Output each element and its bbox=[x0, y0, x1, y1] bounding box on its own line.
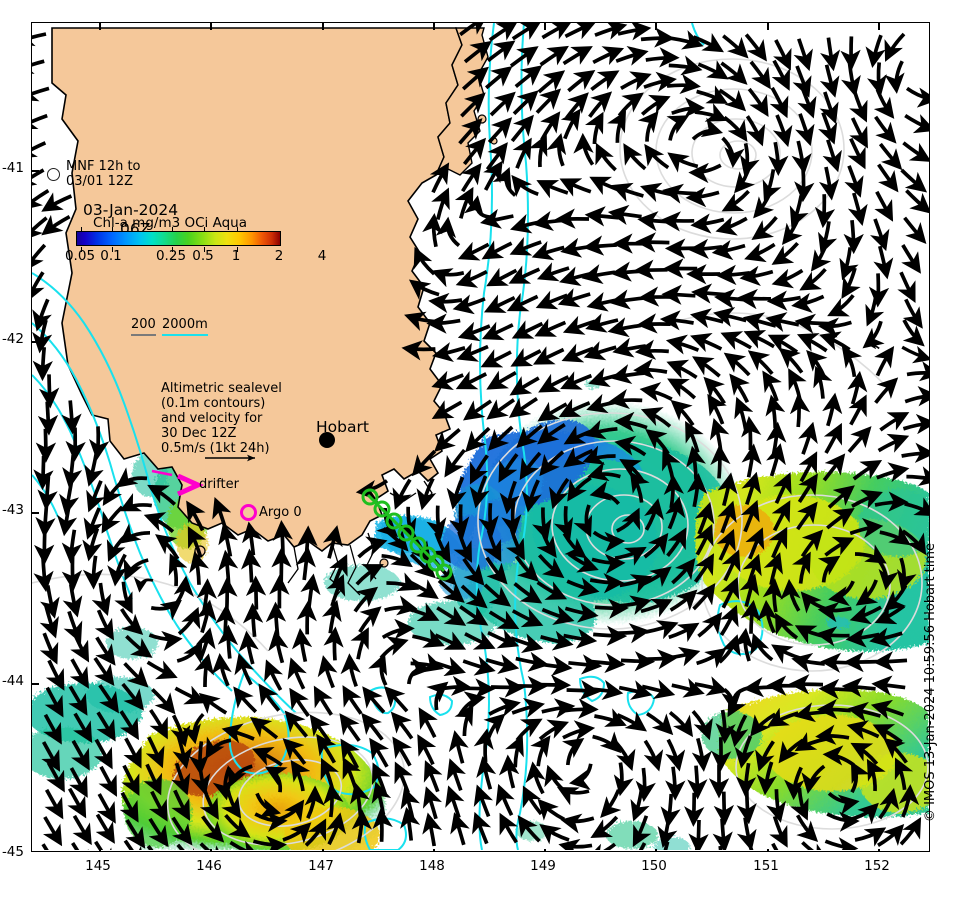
colorbar-tick: 0.05 bbox=[64, 248, 96, 264]
colorbar-title: Chl-a mg/m3 OCi Aqua bbox=[93, 215, 247, 231]
altimetry-line1: Altimetric sealevel bbox=[161, 381, 282, 396]
x-tick-label: 149 bbox=[530, 858, 556, 874]
y-tick-label: -42 bbox=[1, 331, 24, 347]
altimetry-line2: (0.1m contours) bbox=[161, 396, 266, 411]
mnf-ship-track bbox=[361, 488, 453, 581]
colorbar-gradient[interactable] bbox=[76, 227, 281, 252]
x-tick-label: 151 bbox=[753, 858, 779, 874]
map-plot-frame[interactable] bbox=[31, 22, 930, 852]
y-tick-label: -45 bbox=[1, 844, 24, 860]
altimetry-line3: and velocity for bbox=[161, 411, 263, 426]
colorbar-tick-labels: 0.05 0.1 0.25 0.5 1 2 4 bbox=[46, 248, 326, 264]
x-tick-label: 146 bbox=[196, 858, 222, 874]
x-tick-label: 152 bbox=[864, 858, 890, 874]
date-label: 03-Jan-2024 bbox=[83, 201, 179, 219]
x-tick-label: 150 bbox=[641, 858, 667, 874]
altimetry-line5: 0.5m/s (1kt 24h) bbox=[161, 441, 270, 456]
hobart-marker bbox=[319, 432, 335, 448]
y-tick-label: -41 bbox=[1, 160, 24, 176]
hobart-label: Hobart bbox=[316, 418, 369, 436]
drifter-label: drifter bbox=[199, 477, 239, 492]
mnf-marker-icon bbox=[47, 168, 60, 181]
drifter-track bbox=[151, 469, 173, 477]
colorbar-tick: 2 bbox=[274, 248, 284, 264]
depth-200-label: 200 bbox=[131, 317, 156, 337]
colorbar-tick: 0.5 bbox=[192, 248, 214, 264]
velocity-scale-arrow-icon bbox=[205, 454, 255, 462]
copyright-text: © IMOS 13-Jan-2024 10:59:56 Hobart time bbox=[923, 542, 939, 823]
drifter-icon bbox=[176, 474, 204, 496]
colorbar[interactable]: Chl-a mg/m3 OCi Aqua 0.05 0.1 0.25 0.5 1… bbox=[46, 215, 326, 264]
y-tick-label: -43 bbox=[1, 502, 24, 518]
argo-marker-icon bbox=[240, 504, 257, 521]
x-tick-label: 147 bbox=[308, 858, 334, 874]
tracks-layer bbox=[151, 432, 453, 581]
map-canvas bbox=[32, 23, 929, 851]
x-tick-label: 145 bbox=[85, 858, 111, 874]
x-tick-label: 148 bbox=[419, 858, 445, 874]
argo-label: Argo 0 bbox=[259, 505, 302, 520]
mnf-label-line2: 03/01 12Z bbox=[66, 174, 134, 189]
colorbar-tick: 1 bbox=[231, 248, 241, 264]
y-tick-label: -44 bbox=[1, 673, 24, 689]
altimetry-line4: 30 Dec 12Z bbox=[161, 426, 237, 441]
velocity-vector-field bbox=[32, 23, 929, 850]
colorbar-tick: 4 bbox=[317, 248, 327, 264]
mnf-label-line1: MNF 12h to bbox=[66, 159, 141, 174]
copyright-wrapper: © IMOS 13-Jan-2024 10:59:56 Hobart time bbox=[923, 505, 966, 865]
colorbar-tick: 0.1 bbox=[100, 248, 122, 264]
depth-2000-label: 2000m bbox=[162, 317, 208, 337]
colorbar-tick: 0.25 bbox=[155, 248, 187, 264]
